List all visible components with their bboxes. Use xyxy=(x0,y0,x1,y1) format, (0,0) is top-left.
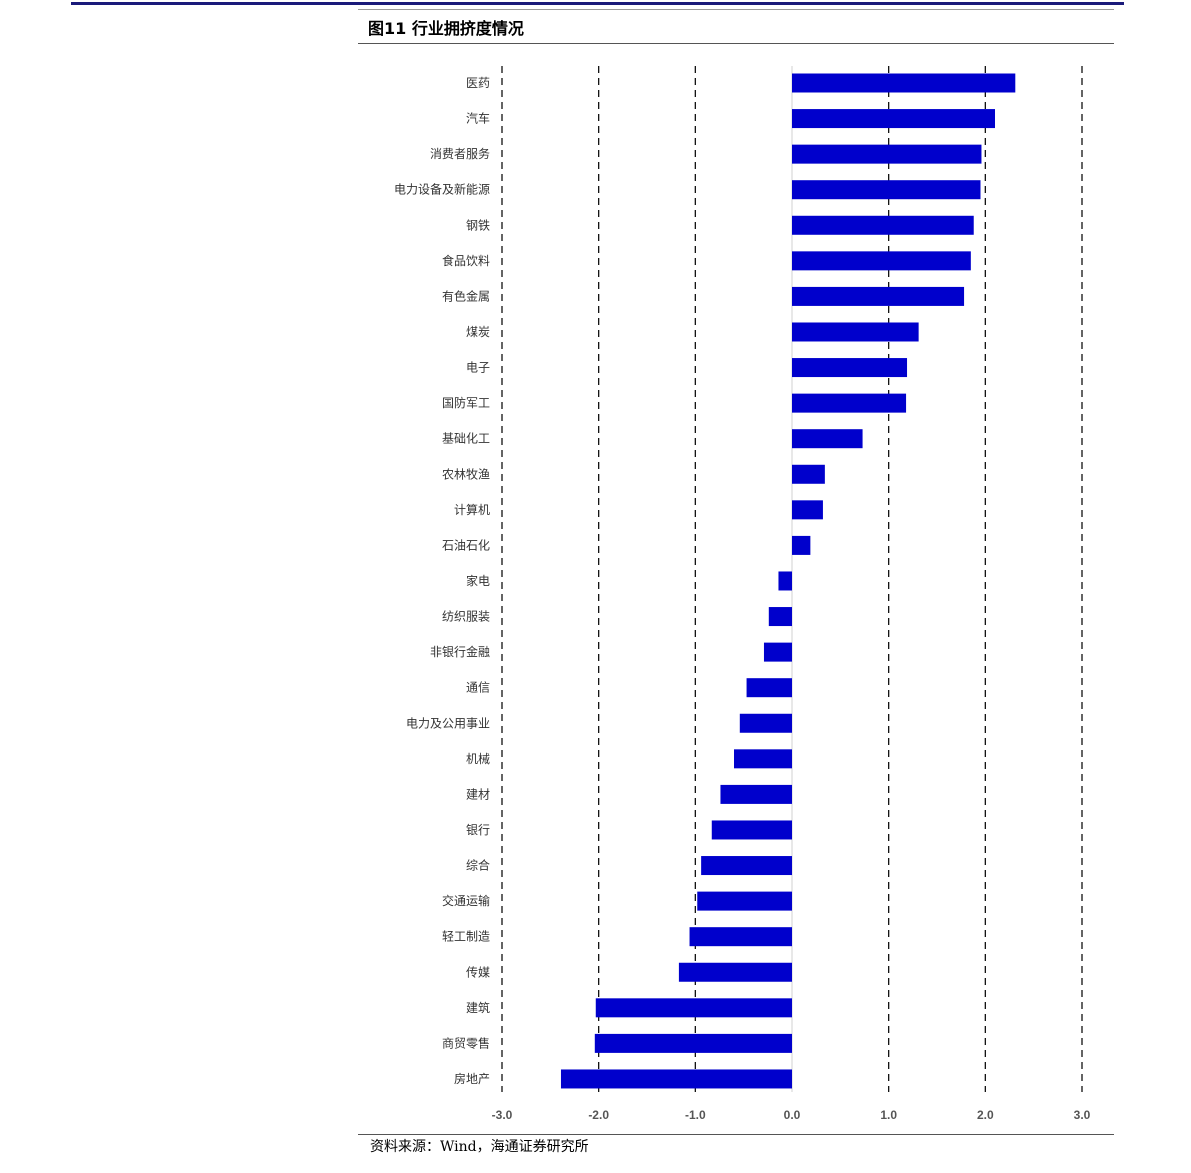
tick-label: 1.0 xyxy=(880,1108,897,1122)
category-label: 机械 xyxy=(466,751,490,766)
bar-消费者服务 xyxy=(792,144,982,164)
bar-基础化工 xyxy=(792,429,863,449)
category-label: 煤炭 xyxy=(466,325,490,339)
category-label: 银行 xyxy=(466,823,490,837)
bar-电力设备及新能源 xyxy=(792,180,981,200)
tick-label: 0.0 xyxy=(784,1108,801,1122)
category-label: 非银行金融 xyxy=(430,644,490,659)
category-label: 轻工制造 xyxy=(442,930,490,944)
bar-轻工制造 xyxy=(689,927,792,947)
bar-电子 xyxy=(792,358,908,378)
category-label: 电子 xyxy=(466,361,490,375)
category-label: 家电 xyxy=(466,573,490,588)
bar-国防军工 xyxy=(792,393,907,413)
category-label: 电力设备及新能源 xyxy=(394,182,490,197)
bar-汽车 xyxy=(792,109,995,129)
bar-石油石化 xyxy=(792,535,811,555)
bar-非银行金融 xyxy=(763,642,792,662)
tick-label: -1.0 xyxy=(685,1108,706,1122)
bar-家电 xyxy=(778,571,792,591)
category-label: 纺织服装 xyxy=(442,610,490,624)
tick-label: -3.0 xyxy=(492,1108,513,1122)
category-label: 综合 xyxy=(466,858,490,873)
header-thin-rule xyxy=(358,9,1114,10)
bar-纺织服装 xyxy=(768,607,792,627)
tick-label: 2.0 xyxy=(977,1108,994,1122)
top-rule xyxy=(71,2,1124,5)
category-label: 房地产 xyxy=(454,1071,490,1086)
category-label: 交通运输 xyxy=(442,893,490,908)
category-label: 计算机 xyxy=(454,502,490,517)
category-label: 钢铁 xyxy=(466,218,490,232)
category-label: 消费者服务 xyxy=(430,146,490,161)
category-label: 农林牧渔 xyxy=(442,467,490,481)
bar-钢铁 xyxy=(792,215,974,235)
title-rule xyxy=(358,43,1114,44)
bar-煤炭 xyxy=(792,322,919,342)
category-label: 基础化工 xyxy=(442,432,490,446)
category-label: 电力及公用事业 xyxy=(406,716,490,730)
bar-传媒 xyxy=(678,962,792,982)
category-label: 国防军工 xyxy=(442,395,490,410)
bar-有色金属 xyxy=(792,286,965,306)
bar-商贸零售 xyxy=(594,1033,792,1053)
category-label: 有色金属 xyxy=(442,288,490,303)
bar-建筑 xyxy=(595,998,792,1018)
category-label: 石油石化 xyxy=(442,538,490,552)
category-label: 商贸零售 xyxy=(442,1035,490,1050)
category-label: 建材 xyxy=(466,787,490,801)
bar-通信 xyxy=(746,678,792,698)
tick-label: 3.0 xyxy=(1074,1108,1091,1122)
category-label: 通信 xyxy=(466,681,490,695)
category-label: 食品饮料 xyxy=(442,253,490,268)
category-label: 汽车 xyxy=(466,111,490,126)
figure-title: 图11 行业拥挤度情况 xyxy=(368,19,524,38)
bar-交通运输 xyxy=(697,891,792,911)
source-note: 资料来源：Wind，海通证券研究所 xyxy=(370,1139,589,1155)
bar-银行 xyxy=(711,820,792,840)
bar-农林牧渔 xyxy=(792,464,825,484)
category-label: 医药 xyxy=(466,76,490,90)
category-label: 建筑 xyxy=(466,1000,490,1015)
bar-房地产 xyxy=(560,1069,792,1089)
bar-机械 xyxy=(734,749,792,769)
tick-label: -2.0 xyxy=(588,1108,609,1122)
bar-计算机 xyxy=(792,500,823,520)
bar-建材 xyxy=(720,784,792,804)
bottom-rule xyxy=(358,1134,1114,1135)
bar-电力及公用事业 xyxy=(739,713,792,733)
bar-医药 xyxy=(792,73,1016,93)
bar-综合 xyxy=(701,856,792,876)
category-label: 传媒 xyxy=(466,964,490,979)
bar-食品饮料 xyxy=(792,251,971,271)
crowding-bar-chart: 医药汽车消费者服务电力设备及新能源钢铁食品饮料有色金属煤炭电子国防军工基础化工农… xyxy=(394,66,1091,1122)
